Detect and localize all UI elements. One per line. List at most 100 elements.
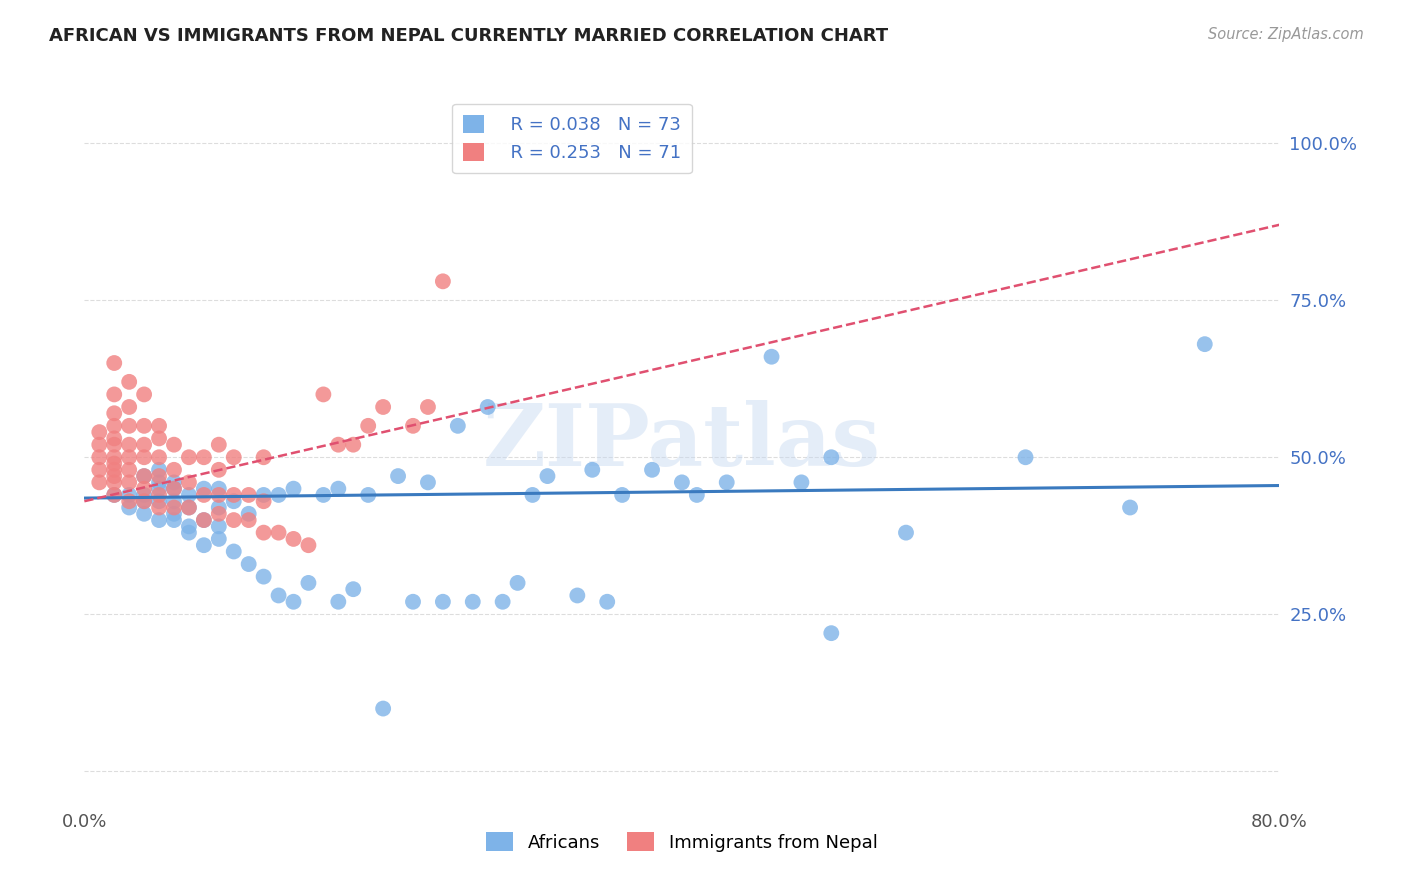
Point (208, 463, 231, 477)
Point (1014, 450, 1036, 465)
Point (177, 500, 200, 515)
Point (297, 575, 319, 590)
Point (222, 494, 245, 508)
Point (387, 469, 409, 483)
Point (222, 544, 245, 558)
Point (163, 438, 186, 452)
Point (238, 513, 260, 527)
Point (612, 488, 634, 502)
Point (132, 469, 156, 483)
Point (132, 482, 156, 496)
Point (402, 418, 425, 433)
Point (267, 525, 290, 540)
Point (1194, 337, 1216, 351)
Point (416, 400, 439, 414)
Point (103, 457, 125, 471)
Point (267, 488, 290, 502)
Point (132, 418, 156, 433)
Point (461, 595, 484, 609)
Text: AFRICAN VS IMMIGRANTS FROM NEPAL CURRENTLY MARRIED CORRELATION CHART: AFRICAN VS IMMIGRANTS FROM NEPAL CURRENT… (49, 27, 889, 45)
Point (118, 438, 141, 452)
Point (222, 513, 245, 527)
Point (132, 438, 156, 452)
Point (820, 626, 842, 640)
Point (89, 438, 111, 452)
Point (177, 450, 200, 465)
Point (132, 469, 156, 483)
Point (148, 513, 170, 527)
Point (297, 538, 319, 552)
Point (163, 494, 186, 508)
Point (177, 525, 200, 540)
Point (148, 475, 170, 490)
Point (238, 557, 260, 571)
Point (283, 532, 305, 546)
Point (894, 525, 917, 540)
Point (103, 431, 125, 445)
Point (118, 400, 141, 414)
Point (103, 356, 125, 370)
Point (328, 595, 350, 609)
Point (373, 400, 395, 414)
Point (253, 488, 276, 502)
Point (177, 475, 200, 490)
Point (536, 469, 558, 483)
Point (267, 589, 290, 603)
Point (148, 450, 170, 465)
Point (761, 350, 783, 364)
Point (118, 475, 141, 490)
Point (177, 488, 200, 502)
Point (118, 463, 141, 477)
Point (402, 595, 425, 609)
Point (118, 418, 141, 433)
Point (373, 701, 395, 715)
Point (208, 532, 231, 546)
Point (103, 469, 125, 483)
Point (328, 438, 350, 452)
Point (89, 475, 111, 490)
Point (163, 463, 186, 477)
Point (118, 450, 141, 465)
Text: Source: ZipAtlas.com: Source: ZipAtlas.com (1208, 27, 1364, 42)
Point (177, 500, 200, 515)
Point (357, 418, 380, 433)
Point (193, 513, 215, 527)
Point (148, 494, 170, 508)
Point (238, 507, 260, 521)
Point (506, 575, 529, 590)
Point (253, 494, 276, 508)
Point (103, 475, 125, 490)
Point (447, 418, 470, 433)
Point (132, 494, 156, 508)
Point (148, 500, 170, 515)
Point (208, 519, 231, 533)
Legend: Africans, Immigrants from Nepal: Africans, Immigrants from Nepal (479, 825, 884, 859)
Point (416, 475, 439, 490)
Point (148, 482, 170, 496)
Point (432, 595, 454, 609)
Point (283, 482, 305, 496)
Point (193, 538, 215, 552)
Point (328, 482, 350, 496)
Point (283, 595, 305, 609)
Point (118, 494, 141, 508)
Point (103, 438, 125, 452)
Point (312, 387, 335, 401)
Point (103, 463, 125, 477)
Point (103, 418, 125, 433)
Point (132, 494, 156, 508)
Point (103, 387, 125, 401)
Point (118, 488, 141, 502)
Point (89, 450, 111, 465)
Point (208, 500, 231, 515)
Point (177, 519, 200, 533)
Point (1119, 500, 1142, 515)
Point (716, 475, 738, 490)
Point (163, 482, 186, 496)
Point (208, 438, 231, 452)
Point (342, 582, 364, 597)
Point (103, 406, 125, 420)
Point (132, 488, 156, 502)
Point (641, 463, 664, 477)
Point (89, 425, 111, 439)
